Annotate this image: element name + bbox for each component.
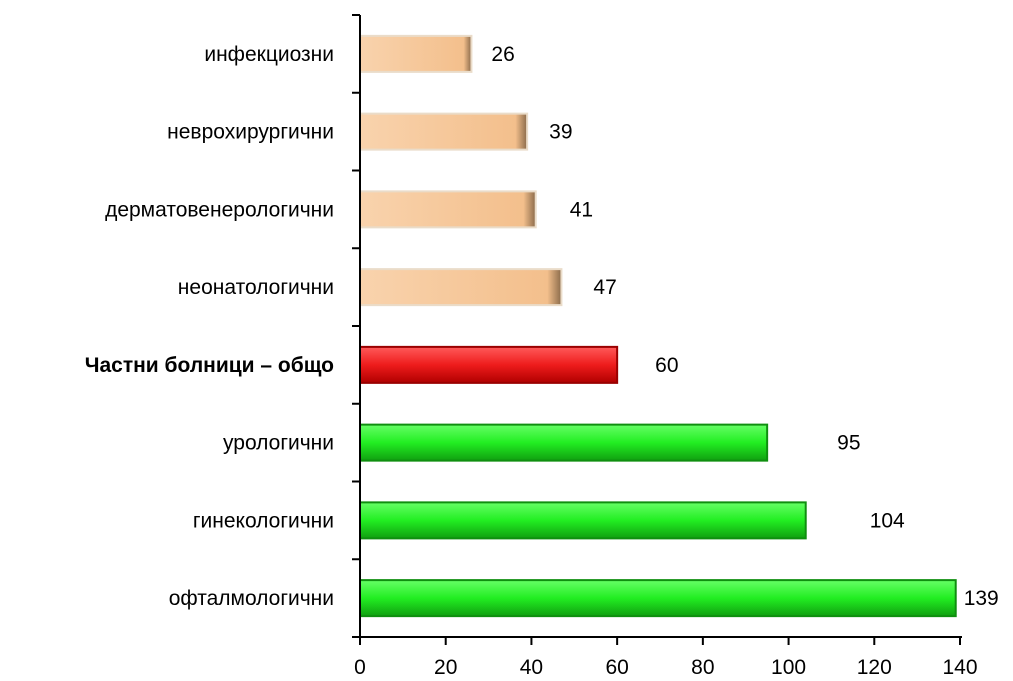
bar-3 (359, 190, 537, 229)
x-tick-label-0: 0 (354, 656, 366, 679)
category-label-3: дерматовенерологични (105, 198, 334, 221)
category-label-4: неонатологични (178, 276, 334, 299)
bar-6 (359, 423, 769, 462)
bar-4 (359, 268, 563, 307)
x-tick-label-20: 20 (434, 656, 457, 679)
value-label-6: 95 (837, 432, 860, 455)
bar-7 (359, 501, 807, 540)
value-labels: 26 39 41 47 60 95 104 139 (491, 43, 998, 610)
axes-group: 0 20 40 60 80 100 120 140 (352, 14, 978, 679)
x-tick-label-120: 120 (857, 656, 892, 679)
value-label-4: 47 (593, 276, 616, 299)
category-label-5: Частни болници – общо (85, 354, 334, 377)
x-tick-label-80: 80 (691, 656, 714, 679)
value-label-8: 139 (964, 587, 999, 610)
category-label-8: офталмологични (169, 587, 334, 610)
category-labels: инфекциозни неврохирургични дерматовенерол… (85, 43, 334, 610)
bars-group (359, 34, 957, 618)
x-tick-label-140: 140 (942, 656, 977, 679)
bar-1 (359, 34, 473, 73)
bar-5 (359, 345, 619, 384)
category-label-2: неврохирургични (167, 121, 334, 144)
value-label-7: 104 (870, 509, 905, 532)
x-tick-label-40: 40 (520, 656, 543, 679)
value-label-5: 60 (655, 354, 678, 377)
x-tick-label-100: 100 (771, 656, 806, 679)
bar-2 (359, 112, 529, 151)
value-label-1: 26 (491, 43, 514, 66)
x-tick-label-60: 60 (605, 656, 628, 679)
category-label-7: гинекологични (193, 509, 334, 532)
category-label-6: урологични (223, 432, 334, 455)
value-label-3: 41 (570, 198, 593, 221)
category-label-1: инфекциозни (204, 43, 334, 66)
bar-8 (359, 579, 957, 618)
value-label-2: 39 (549, 121, 572, 144)
